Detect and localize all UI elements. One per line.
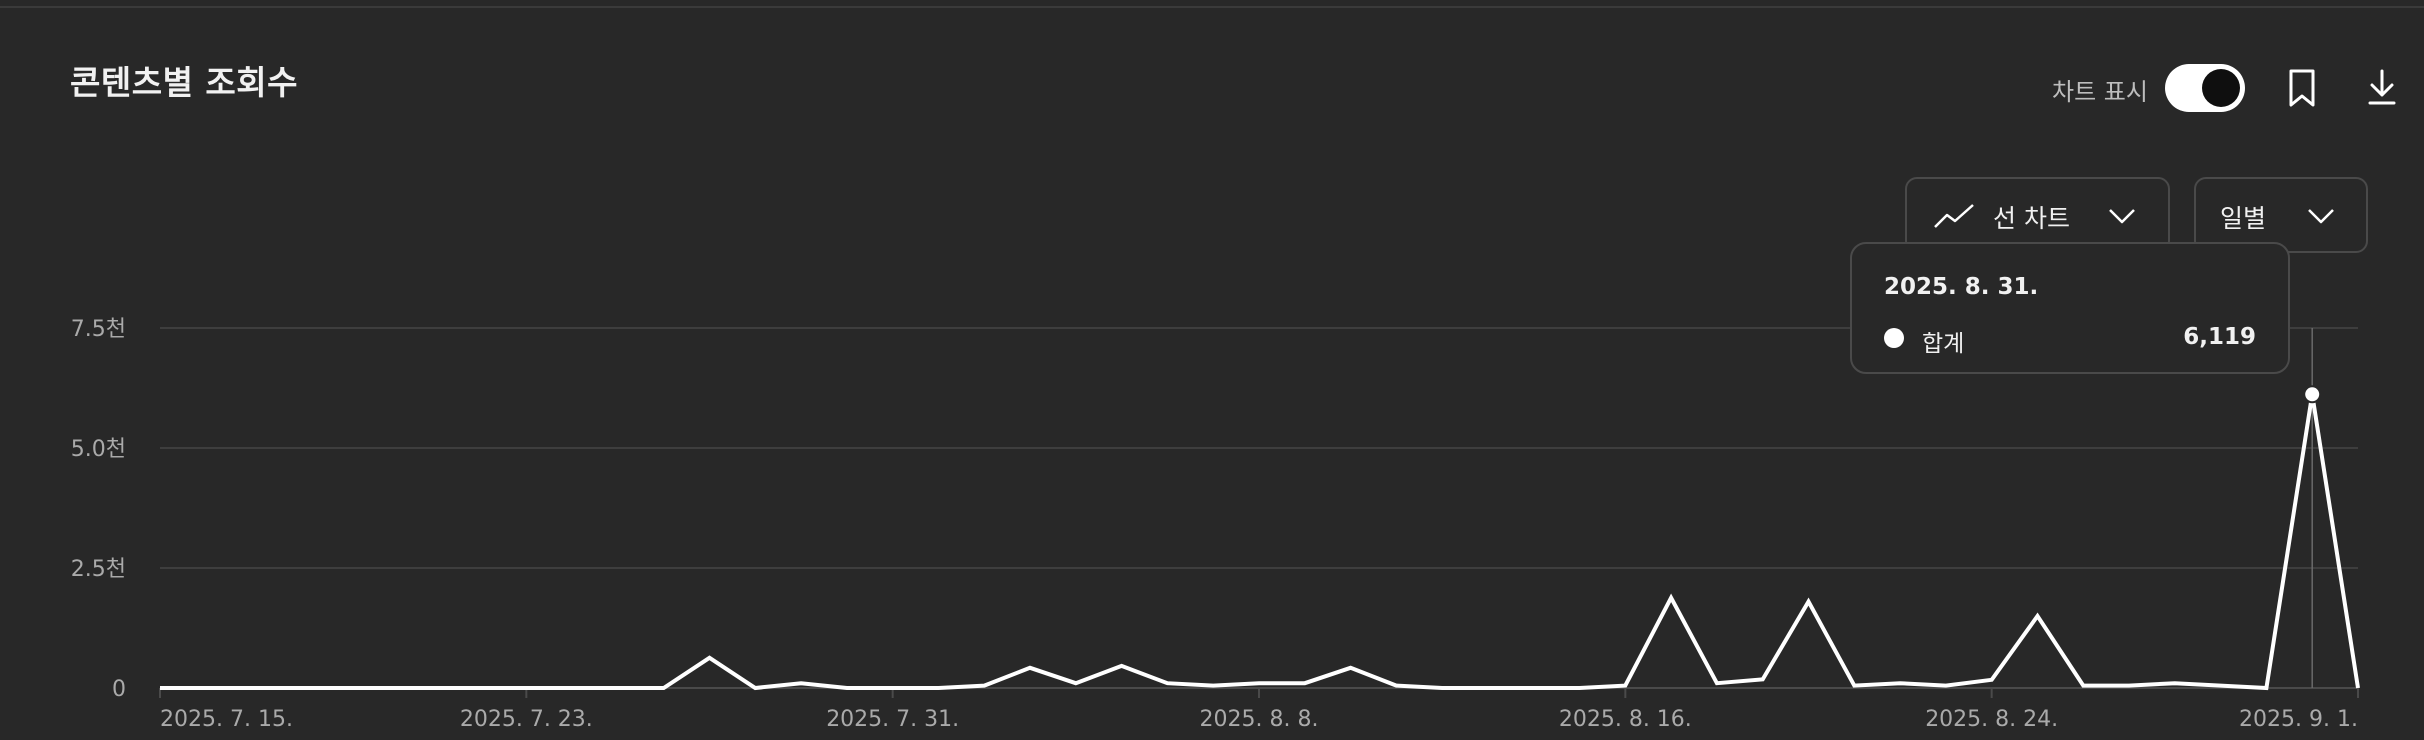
chart-tooltip: 2025. 8. 31. 합계 6,119 — [1850, 242, 2290, 374]
y-tick-label: 0 — [112, 677, 126, 702]
bookmark-icon — [2289, 69, 2315, 107]
x-tick-label: 2025. 8. 8. — [1200, 707, 1319, 732]
y-tick-label: 5.0천 — [71, 437, 126, 462]
chart-type-dropdown[interactable]: 선 차트 — [1905, 177, 2170, 253]
series-line — [160, 393, 2360, 691]
x-tick-label: 2025. 7. 23. — [460, 707, 593, 732]
x-tick-label: 2025. 8. 16. — [1559, 707, 1692, 732]
y-tick-label: 2.5천 — [71, 557, 126, 582]
chevron-down-icon — [2308, 209, 2334, 224]
tooltip-value: 6,119 — [2183, 324, 2256, 350]
bookmark-button[interactable] — [2276, 62, 2328, 114]
chart-toggle-label: 차트 표시 — [2052, 78, 2148, 106]
x-tick-label: 2025. 7. 31. — [826, 707, 959, 732]
chart-type-label: 선 차트 — [1993, 204, 2070, 233]
series-dot-icon — [1884, 328, 1904, 348]
chart-toggle-switch[interactable] — [2165, 64, 2245, 112]
top-divider — [0, 6, 2424, 8]
period-label: 일별 — [2220, 204, 2267, 233]
x-tick-label: 2025. 8. 24. — [1925, 707, 2058, 732]
x-tick-label: 2025. 7. 15. — [160, 707, 293, 732]
download-icon — [2368, 69, 2396, 105]
chevron-down-icon — [2109, 209, 2135, 224]
line-chart-icon — [1934, 204, 1974, 228]
x-tick-label: 2025. 9. 1. — [2239, 707, 2358, 732]
tooltip-date: 2025. 8. 31. — [1884, 274, 2039, 300]
card-title: 콘텐츠별 조회수 — [70, 63, 299, 102]
tooltip-series-name: 합계 — [1922, 331, 1965, 357]
y-tick-label: 7.5천 — [71, 317, 126, 342]
toggle-knob — [2202, 69, 2240, 107]
highlight-point — [2303, 385, 2322, 404]
download-button[interactable] — [2356, 62, 2408, 114]
